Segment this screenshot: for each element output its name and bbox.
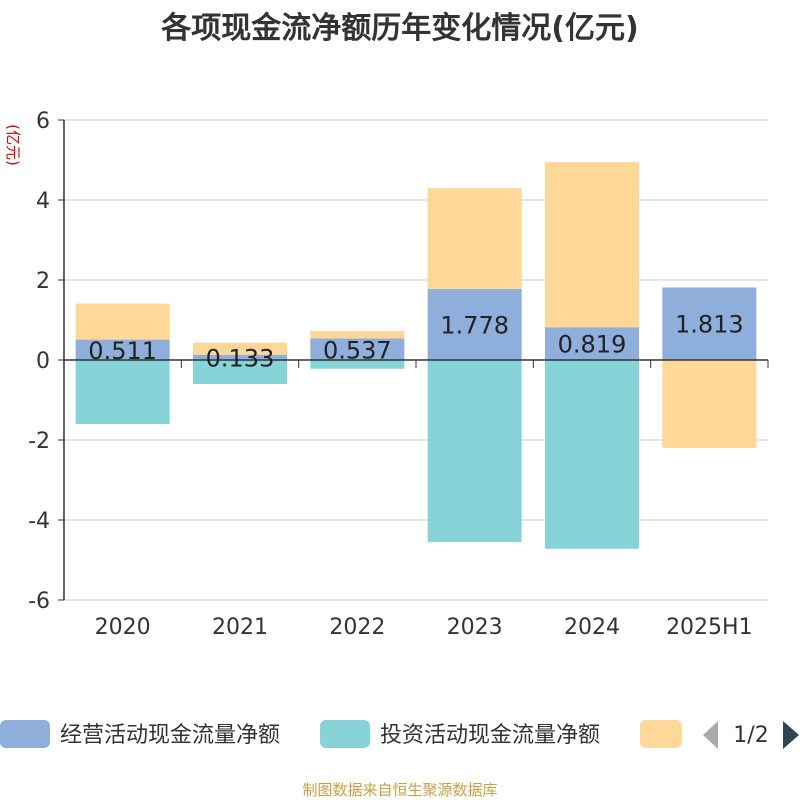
x-tick-label: 2025H1 — [666, 615, 753, 640]
legend-page-indicator: 1/2 — [733, 723, 768, 748]
bars — [75, 162, 757, 549]
bar-segment[interactable] — [75, 360, 170, 424]
data-label: 1.778 — [440, 311, 509, 339]
bar-segment[interactable] — [545, 327, 639, 360]
bar-segment[interactable] — [427, 288, 522, 360]
x-tick-label: 2020 — [95, 615, 151, 640]
legend-prev-page-icon[interactable] — [703, 721, 718, 749]
bar-segment[interactable] — [193, 354, 287, 360]
bar-segment[interactable] — [427, 188, 522, 289]
bar-segment[interactable] — [662, 360, 757, 448]
legend-label-operating[interactable]: 经营活动现金流量净额 — [60, 723, 280, 748]
y-tick-label: 4 — [36, 189, 50, 214]
legend-swatch-operating[interactable] — [0, 720, 50, 748]
chart-title: 各项现金流净额历年变化情况(亿元) — [160, 11, 638, 46]
axes: 6 4 2 0 -2 -4 -6 2020 2021 2022 2023 2024 2025H1 — [28, 109, 769, 640]
bar-segment[interactable] — [75, 339, 170, 360]
bar-segment[interactable] — [310, 360, 405, 369]
bar-segment[interactable] — [310, 338, 405, 360]
legend-label-investing[interactable]: 投资活动现金流量净额 — [380, 723, 600, 748]
legend-next-page-icon[interactable] — [783, 721, 799, 749]
y-tick-label: 6 — [36, 109, 50, 134]
bar-segment[interactable] — [75, 303, 170, 340]
data-label: 0.537 — [323, 336, 392, 364]
y-tick-label: 2 — [36, 269, 50, 294]
bar-segment[interactable] — [545, 360, 639, 549]
data-label: 0.511 — [88, 337, 157, 365]
y-axis-label: (亿元) — [4, 124, 22, 166]
y-tick-label: 0 — [36, 349, 50, 374]
y-tick-label: -4 — [28, 509, 50, 534]
legend-swatch-financing[interactable] — [640, 720, 682, 748]
data-label: 1.813 — [675, 311, 744, 339]
bar-segment[interactable] — [310, 330, 405, 339]
x-tick-label: 2024 — [564, 615, 620, 640]
bar-segment[interactable] — [662, 287, 757, 360]
y-tick-label: -2 — [28, 429, 50, 454]
data-labels: 0.511 0.133 0.537 1.778 0.819 1.813 — [88, 311, 743, 373]
legend[interactable]: 经营活动现金流量净额 投资活动现金流量净额 1/2 — [0, 720, 799, 749]
data-label: 0.133 — [206, 344, 275, 372]
bar-segment[interactable] — [193, 360, 287, 384]
data-label: 0.819 — [558, 331, 627, 359]
bar-segment[interactable] — [427, 360, 522, 542]
y-tick-label: -6 — [28, 589, 50, 614]
bar-segment[interactable] — [193, 342, 287, 355]
source-footer: 制图数据来自恒生聚源数据库 — [302, 781, 497, 799]
bar-segment[interactable] — [545, 162, 639, 328]
x-tick-label: 2021 — [212, 615, 268, 640]
x-tick-label: 2022 — [329, 615, 385, 640]
legend-swatch-investing[interactable] — [320, 720, 370, 748]
x-tick-label: 2023 — [447, 615, 503, 640]
